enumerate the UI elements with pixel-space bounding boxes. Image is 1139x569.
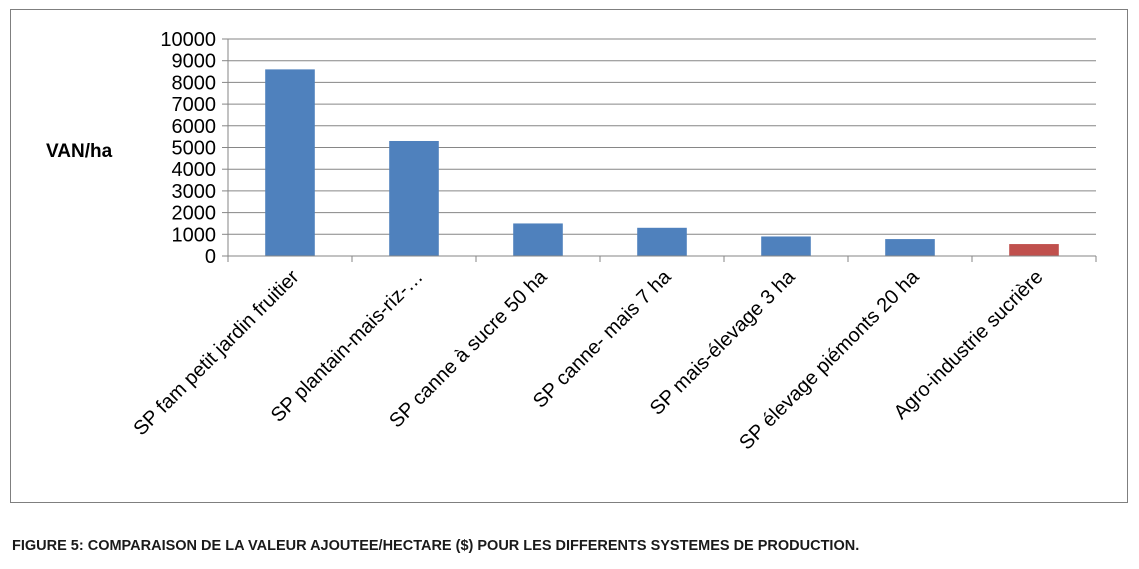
y-tick-label: 1000	[172, 224, 217, 246]
y-axis-label: VAN/ha	[46, 141, 113, 162]
x-tick-label: SP canne- mais 7 ha	[529, 265, 676, 412]
bar	[265, 69, 315, 256]
bar	[885, 239, 935, 256]
y-tick-label: 9000	[172, 51, 217, 73]
y-tick-label: 3000	[172, 181, 217, 203]
y-tick-label: 0	[205, 246, 216, 268]
y-tick-label: 8000	[172, 72, 217, 94]
gridlines	[228, 38, 1096, 235]
y-tick-label: 4000	[172, 159, 217, 181]
y-tick-label: 7000	[172, 94, 217, 116]
bar	[513, 223, 563, 256]
y-tick-label: 6000	[172, 116, 217, 138]
bars	[265, 69, 1059, 256]
y-tick-label: 5000	[172, 138, 217, 160]
axes	[222, 38, 1097, 262]
y-tick-label: 2000	[172, 203, 217, 225]
bar	[389, 140, 439, 256]
figure-caption: FIGURE 5: COMPARAISON DE LA VALEUR AJOUT…	[12, 538, 860, 554]
bar-chart: 0100020003000400050006000700080009000100…	[46, 29, 1097, 454]
y-tick-labels: 0100020003000400050006000700080009000100…	[160, 29, 216, 268]
chart-frame	[10, 9, 1128, 503]
bar	[1009, 244, 1059, 256]
bar	[637, 227, 687, 256]
bar	[761, 236, 811, 256]
y-tick-label: 10000	[160, 29, 216, 51]
